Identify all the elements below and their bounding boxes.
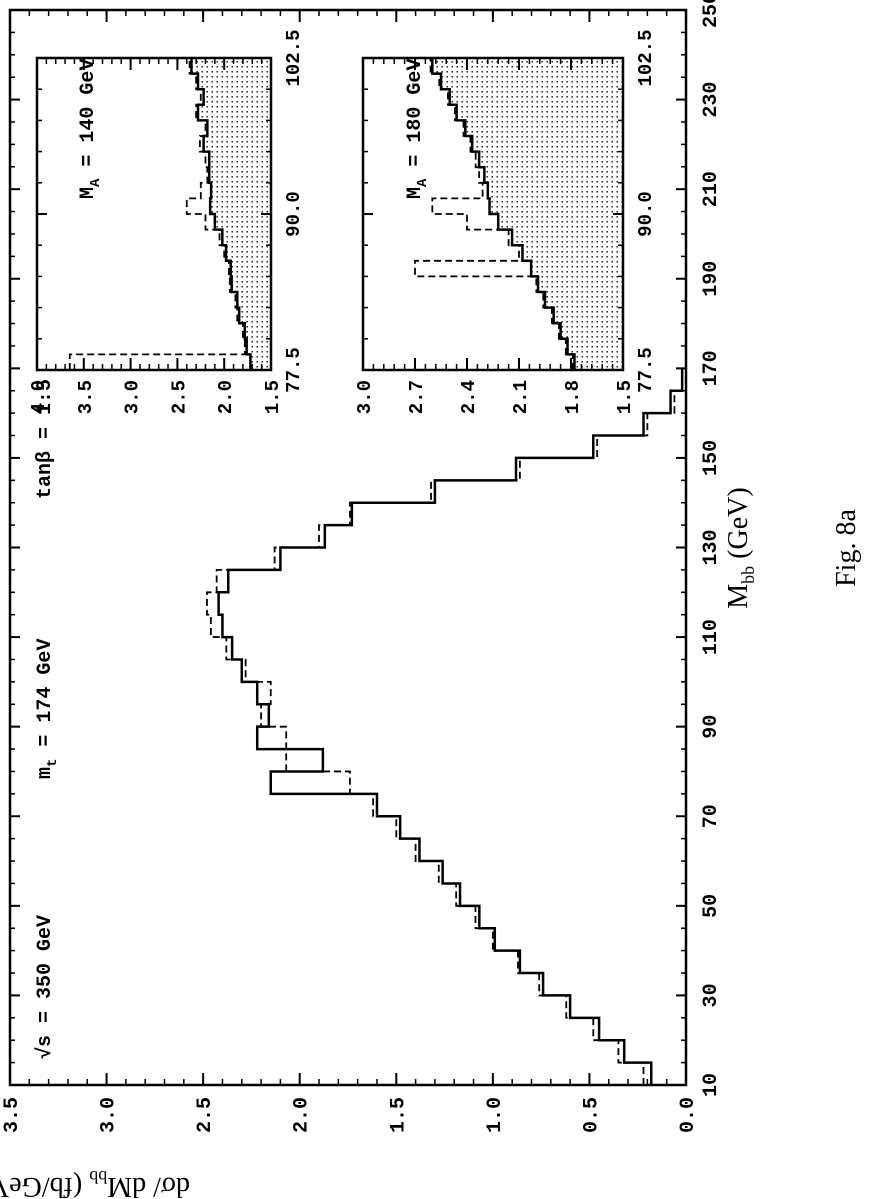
inset-ma-140-ytick-label: 2.0	[215, 380, 237, 414]
main-series-solid	[217, 368, 684, 1085]
main-xtick-label: 50	[700, 894, 723, 918]
main-xtick-label: 70	[700, 804, 723, 828]
inset-ma-180-ytick-label: 2.7	[406, 380, 428, 414]
main-xtick-label: 90	[700, 715, 723, 739]
inset-ma-140-ytick-label: 1.5	[262, 380, 284, 414]
main-plot: 10 30 50 70 90 110 130 150 170 190 210 230 250 0.0 0.5…	[1, 0, 723, 1133]
inset-ma-180-ytick-label: 2.4	[458, 380, 480, 414]
main-xtick-label: 230	[700, 82, 723, 118]
annotation-tanb: tanβ = 1.5	[34, 379, 57, 499]
inset-ma-180-ytick-label: 3.0	[354, 380, 376, 414]
inset-ma-180-xtick-label: 102.5	[635, 29, 657, 86]
inset-ma-180-series-solid	[431, 58, 576, 370]
inset-ma-180-xtick-label: 90.0	[635, 191, 657, 237]
main-xtick-label: 150	[700, 440, 723, 476]
main-xtick-label: 10	[700, 1073, 723, 1097]
main-xtick-label: 190	[700, 261, 723, 297]
inset-ma-140-ytick-label: 3.0	[122, 380, 144, 414]
main-xtick-label: 250	[700, 0, 723, 28]
annotation-sqrt-s: √s = 350 GeV	[34, 915, 57, 1059]
main-xtick-label: 130	[700, 529, 723, 565]
inset-ma-140-shaded-area	[191, 58, 271, 370]
main-ytick-label: 3.0	[98, 1097, 121, 1133]
inset-ma-140-label: MA = 140 GeV	[77, 59, 104, 199]
inset-ma-180-shaded-area	[432, 58, 623, 370]
y-axis-label: dσ/ dMbb (fb/GeV)	[0, 1167, 190, 1199]
inset-ma-140-ytick-label: 3.5	[75, 380, 97, 414]
inset-ma-180-ytick-label: 2.1	[510, 380, 532, 414]
main-series-dashed	[206, 368, 684, 1085]
main-ytick-label: 2.0	[291, 1097, 314, 1133]
main-ytick-label: 0.5	[580, 1097, 603, 1133]
inset-ma-140-ytick-label: 2.5	[168, 380, 190, 414]
main-ytick-label: 0.0	[677, 1097, 700, 1133]
main-ytick-label: 3.5	[1, 1097, 24, 1133]
main-xtick-label: 110	[700, 619, 723, 655]
inset-ma-180: 77.5 90.0 102.5 1.5 1.8 2.1 2.4 2.7 3.0 MA = 180…	[354, 29, 657, 414]
inset-ma-140-series-solid	[190, 58, 252, 370]
inset-ma-180-ytick-label: 1.8	[562, 380, 584, 414]
main-ytick-label: 1.0	[484, 1097, 507, 1133]
inset-ma-180-xtick-label: 77.5	[635, 347, 657, 393]
x-axis-label: Mbb (GeV)	[723, 487, 758, 608]
inset-ma-140-series-dashed	[68, 58, 246, 370]
inset-ma-180-label: MA = 180 GeV	[404, 59, 431, 199]
main-xtick-label: 30	[700, 983, 723, 1007]
main-xtick-label: 170	[700, 350, 723, 386]
main-ytick-label: 2.5	[194, 1097, 217, 1133]
inset-ma-180-ytick-label: 1.5	[614, 380, 636, 414]
inset-ma-180-series-dashed	[414, 58, 574, 370]
inset-ma-140: 77.5 90.0 102.5 1.5 2.0 2.5 3.0 3.5 4.0 MA = 140…	[28, 29, 305, 414]
figure-caption: Fig. 8a	[831, 509, 862, 587]
main-xtick-label: 210	[700, 171, 723, 207]
annotation-mt: mt = 174 GeV	[34, 639, 61, 779]
inset-ma-140-xtick-label: 90.0	[283, 191, 305, 237]
main-ytick-label: 1.5	[387, 1097, 410, 1133]
inset-ma-140-xtick-label: 77.5	[283, 347, 305, 393]
inset-ma-140-ytick-label: 4.0	[28, 380, 50, 414]
inset-ma-140-xtick-label: 102.5	[283, 29, 305, 86]
